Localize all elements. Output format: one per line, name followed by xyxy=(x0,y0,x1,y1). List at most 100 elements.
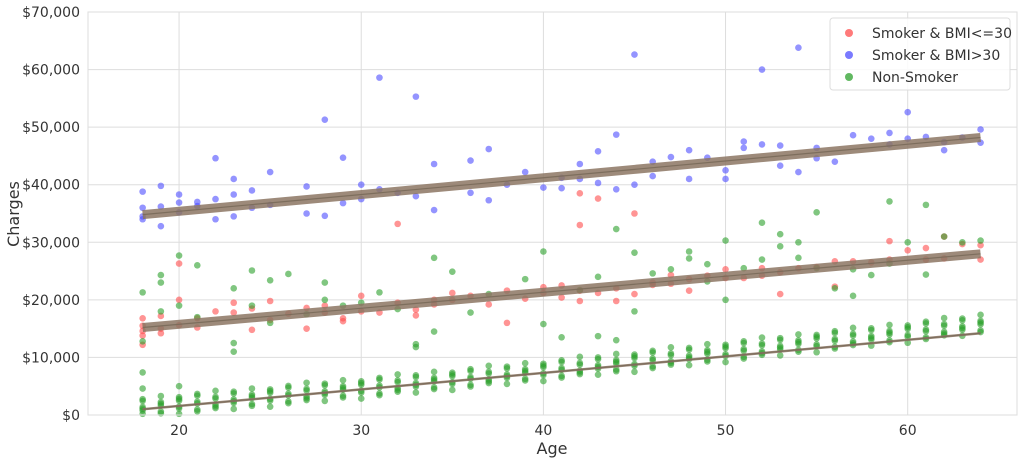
y-tick-labels: $0 $10,000 $20,000 $30,000 $40,000 $50,000 $60… xyxy=(22,5,80,424)
point-non-smoker xyxy=(558,364,565,372)
point-smoker-bmi-high xyxy=(631,51,638,58)
point-smoker-bmi-high xyxy=(467,189,474,197)
y-tick-label: $60,000 xyxy=(22,63,80,79)
point-non-smoker xyxy=(722,358,729,366)
legend-box xyxy=(829,17,1011,91)
point-smoker-bmi-high xyxy=(339,154,347,161)
point-non-smoker xyxy=(558,333,565,341)
point-smoker-bmi-high xyxy=(740,138,748,145)
point-non-smoker xyxy=(740,345,748,353)
point-non-smoker xyxy=(467,381,474,389)
point-smoker-bmi-high xyxy=(722,167,729,174)
point-non-smoker xyxy=(430,384,438,391)
point-non-smoker xyxy=(977,327,984,334)
point-non-smoker xyxy=(139,338,146,345)
point-non-smoker xyxy=(266,386,274,393)
fit-line-non-smoker xyxy=(142,332,981,410)
point-non-smoker xyxy=(139,395,146,403)
point-smoker-bmi-low xyxy=(922,244,930,252)
point-non-smoker xyxy=(886,327,893,335)
point-smoker-bmi-low xyxy=(157,312,165,320)
point-non-smoker xyxy=(576,359,584,367)
point-smoker-bmi-high xyxy=(412,192,420,200)
point-non-smoker xyxy=(940,328,948,336)
point-non-smoker xyxy=(977,311,984,319)
point-non-smoker xyxy=(449,268,456,275)
point-smoker-bmi-high xyxy=(940,146,948,154)
point-non-smoker xyxy=(922,201,930,209)
point-smoker-bmi-low xyxy=(576,190,584,197)
point-non-smoker xyxy=(612,225,620,233)
point-non-smoker xyxy=(266,403,274,410)
point-smoker-bmi-low xyxy=(230,299,238,307)
point-non-smoker xyxy=(959,238,966,246)
point-smoker-bmi-high xyxy=(230,191,238,198)
point-smoker-bmi-high xyxy=(594,179,602,187)
point-non-smoker xyxy=(776,342,784,350)
point-smoker-bmi-low xyxy=(558,294,565,301)
point-non-smoker xyxy=(831,285,839,292)
y-tick-label: $30,000 xyxy=(22,235,80,251)
y-tick-label: $20,000 xyxy=(22,293,80,309)
point-smoker-bmi-low xyxy=(631,210,638,217)
point-non-smoker xyxy=(685,352,693,360)
point-non-smoker xyxy=(740,264,748,272)
point-non-smoker xyxy=(485,362,493,370)
point-non-smoker xyxy=(540,377,547,385)
point-non-smoker xyxy=(867,325,875,332)
point-non-smoker xyxy=(467,309,474,316)
point-smoker-bmi-high xyxy=(376,74,383,81)
point-smoker-bmi-high xyxy=(740,144,748,152)
point-smoker-bmi-high xyxy=(631,181,638,189)
point-non-smoker xyxy=(503,363,511,370)
point-non-smoker xyxy=(940,314,948,322)
point-non-smoker xyxy=(795,238,802,246)
point-non-smoker xyxy=(776,334,784,342)
point-non-smoker xyxy=(157,308,165,315)
point-smoker-bmi-high xyxy=(594,148,602,155)
point-smoker-bmi-low xyxy=(303,325,310,332)
point-non-smoker xyxy=(740,338,748,345)
point-non-smoker xyxy=(776,230,784,238)
point-non-smoker xyxy=(959,315,966,322)
point-smoker-bmi-low xyxy=(886,237,893,245)
point-non-smoker xyxy=(813,348,820,356)
point-non-smoker xyxy=(594,332,602,340)
point-smoker-bmi-high xyxy=(722,175,729,183)
point-non-smoker xyxy=(303,385,310,393)
point-non-smoker xyxy=(193,406,201,413)
point-smoker-bmi-high xyxy=(776,162,784,170)
point-non-smoker xyxy=(722,237,729,244)
point-smoker-bmi-high xyxy=(886,129,893,137)
point-non-smoker xyxy=(685,255,693,262)
point-non-smoker xyxy=(449,386,456,394)
point-non-smoker xyxy=(357,395,365,402)
point-non-smoker xyxy=(248,267,256,274)
point-smoker-bmi-high xyxy=(612,131,620,138)
point-smoker-bmi-high xyxy=(685,175,693,183)
point-non-smoker xyxy=(467,365,474,373)
y-axis-title: Charges xyxy=(4,181,23,247)
point-non-smoker xyxy=(776,243,784,250)
point-smoker-bmi-high xyxy=(230,175,238,183)
point-non-smoker xyxy=(412,371,420,379)
point-non-smoker xyxy=(321,380,329,387)
point-non-smoker xyxy=(212,393,219,401)
point-smoker-bmi-high xyxy=(540,184,547,191)
point-non-smoker xyxy=(685,248,693,255)
x-axis-title: Age xyxy=(537,439,568,458)
point-non-smoker xyxy=(758,334,766,341)
point-smoker-bmi-high xyxy=(795,168,802,176)
point-non-smoker xyxy=(977,237,984,244)
point-smoker-bmi-high xyxy=(758,141,766,148)
point-non-smoker xyxy=(266,276,274,284)
point-non-smoker xyxy=(248,385,256,392)
point-smoker-bmi-high xyxy=(321,212,329,220)
point-non-smoker xyxy=(849,324,857,332)
point-smoker-bmi-high xyxy=(776,142,784,149)
point-non-smoker xyxy=(248,400,256,408)
point-non-smoker xyxy=(321,397,329,405)
regression-lines xyxy=(142,133,981,411)
point-non-smoker xyxy=(285,398,292,405)
point-non-smoker xyxy=(594,371,602,379)
